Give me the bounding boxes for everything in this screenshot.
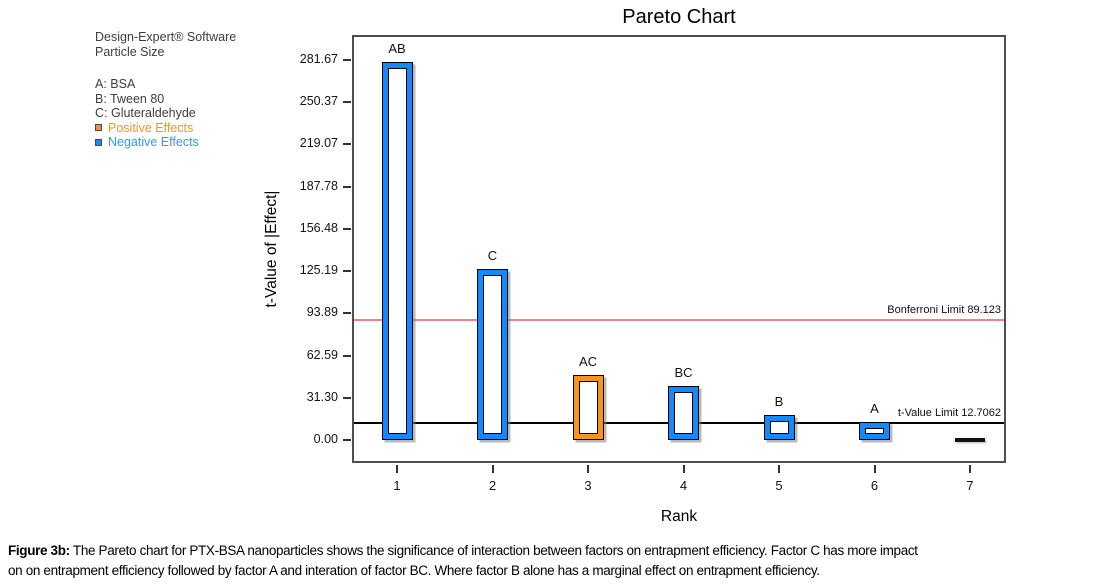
- x-tick-mark: [587, 465, 589, 473]
- y-tick-label: 250.37: [299, 94, 338, 109]
- bonferroni-limit-label: Bonferroni Limit 89.123: [887, 303, 1001, 316]
- legend-positive: Positive Effects: [95, 121, 236, 136]
- bar: [763, 415, 795, 440]
- x-tick-mark: [491, 465, 494, 473]
- bar-inner: [578, 380, 598, 434]
- bar: [381, 61, 413, 440]
- y-tick-mark: [343, 396, 351, 399]
- x-tick-mark: [396, 465, 398, 473]
- bar-label: AC: [578, 353, 598, 369]
- y-tick-mark: [343, 101, 351, 104]
- software-name: Design-Expert® Software: [95, 30, 237, 44]
- chart-title: Pareto Chart: [622, 6, 736, 28]
- t-value-limit-label: t-Value Limit 12.7062: [897, 406, 1001, 419]
- negative-effects-label: Negative Effects: [108, 135, 199, 149]
- bar: [477, 268, 508, 440]
- bar: [668, 386, 699, 440]
- x-tick-label: 6: [870, 478, 879, 493]
- x-tick-mark: [873, 465, 876, 473]
- y-tick-mark: [343, 439, 351, 441]
- y-axis-title: t-Value of |Effect|: [263, 190, 280, 308]
- x-tick-label: 4: [679, 478, 688, 493]
- y-tick-mark: [343, 59, 351, 61]
- y-tick-label: 31.30: [306, 389, 338, 404]
- bar-inner: [483, 274, 502, 434]
- bar-inner: [865, 428, 884, 434]
- y-tick-label: 125.19: [299, 263, 338, 278]
- zero-effect-dash: [955, 438, 985, 442]
- caption-figure-number: Figure 3b:: [8, 543, 70, 558]
- y-tick-label: 0.00: [313, 432, 338, 446]
- negative-effects-swatch-icon: [95, 138, 102, 146]
- x-tick-label: 2: [488, 478, 497, 493]
- caption-line2: on on entrapment efficiency followed by …: [8, 563, 820, 578]
- y-tick-mark: [343, 354, 351, 357]
- y-tick-label: 156.48: [299, 220, 338, 235]
- y-tick-mark: [343, 270, 351, 273]
- y-tick-label: 187.78: [299, 178, 338, 193]
- bar-label: BC: [674, 365, 693, 381]
- y-tick-mark: [343, 185, 351, 188]
- info-panel: Design-Expert® Software Particle Size A:…: [95, 30, 236, 150]
- x-tick-mark: [969, 465, 971, 473]
- info-gap: [95, 59, 236, 77]
- x-tick-label: 3: [584, 478, 592, 493]
- positive-effects-swatch-icon: [95, 124, 102, 132]
- plot-area: 281.67 250.37 219.07 187.78 156.48 125.19 93.8…: [300, 35, 1006, 493]
- x-tick-label: 5: [775, 478, 783, 493]
- x-tick-label: 7: [966, 478, 974, 493]
- factor-b-label: B: Tween 80: [95, 91, 165, 106]
- bar-label: A: [870, 401, 879, 417]
- bar: [859, 422, 890, 440]
- y-tick-label: 62.59: [306, 347, 338, 362]
- bar-inner: [769, 421, 789, 434]
- y-tick-mark: [343, 227, 351, 230]
- y-tick-label: 219.07: [299, 136, 338, 151]
- bar: [572, 374, 604, 440]
- y-tick-mark: [343, 143, 351, 146]
- factor-c-label: C: Gluteraldehyde: [95, 106, 196, 120]
- bonferroni-limit-line: [354, 318, 1004, 321]
- bar-label: C: [487, 247, 498, 263]
- bar-label: AB: [388, 40, 406, 56]
- y-tick-mark: [343, 312, 351, 315]
- y-tick-label: 281.67: [299, 52, 338, 66]
- bar-label: B: [774, 394, 784, 410]
- factor-a-label: A: BSA: [95, 77, 136, 91]
- figure-caption: Figure 3b: The Pareto chart for PTX-BSA …: [8, 541, 1090, 581]
- x-axis-title: Rank: [660, 508, 698, 525]
- x-tick-mark: [778, 465, 780, 473]
- bar-inner: [387, 67, 407, 434]
- positive-effects-label: Positive Effects: [108, 120, 194, 135]
- legend-negative: Negative Effects: [95, 135, 236, 150]
- bar-inner: [674, 392, 693, 434]
- caption-line1: The Pareto chart for PTX-BSA nanoparticl…: [69, 543, 918, 558]
- x-tick-label: 1: [393, 478, 401, 493]
- x-tick-mark: [682, 465, 685, 473]
- response-name: Particle Size: [95, 44, 165, 59]
- y-tick-label: 93.89: [306, 305, 338, 320]
